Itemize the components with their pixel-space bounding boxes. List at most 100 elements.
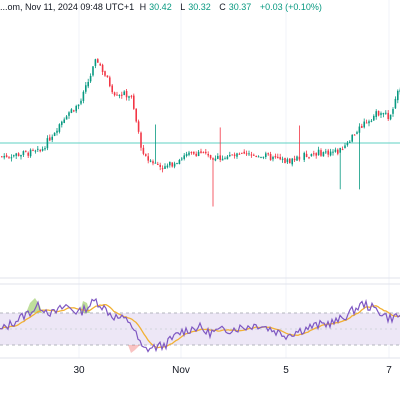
candle-147 xyxy=(356,130,358,135)
candle-36 xyxy=(87,78,89,89)
candle-body xyxy=(25,150,27,152)
candle-26 xyxy=(63,117,65,124)
candle-6 xyxy=(15,152,17,160)
candle-body xyxy=(149,160,152,162)
candle-body xyxy=(104,71,106,76)
candle-131 xyxy=(317,146,320,156)
candle-body xyxy=(159,164,161,167)
candle-12 xyxy=(29,148,32,158)
candle-body xyxy=(10,157,13,159)
candle-94 xyxy=(226,154,229,160)
candle-72 xyxy=(173,161,176,169)
candle-33 xyxy=(80,98,82,106)
candle-body xyxy=(325,151,327,153)
rsi-overbought-fill-1 xyxy=(26,298,42,313)
candle-body xyxy=(197,151,200,157)
candle-93 xyxy=(224,156,226,160)
candle-3 xyxy=(8,156,10,160)
candle-98 xyxy=(236,152,238,159)
candle-28 xyxy=(68,111,70,119)
candle-97 xyxy=(233,152,236,159)
candle-129 xyxy=(313,150,315,157)
candle-body xyxy=(351,134,353,142)
candle-body xyxy=(267,153,269,155)
candle-body xyxy=(305,153,308,157)
candle-body xyxy=(236,153,238,157)
candle-body xyxy=(209,155,212,159)
candle-body xyxy=(137,121,140,132)
candle-body xyxy=(49,137,51,141)
candle-body xyxy=(286,159,289,163)
candle-71 xyxy=(171,162,173,168)
candle-138 xyxy=(334,147,337,153)
rsi-line xyxy=(0,297,400,353)
candle-body xyxy=(154,162,157,164)
candle-body xyxy=(238,153,241,155)
candle-117 xyxy=(281,156,284,163)
candle-153 xyxy=(370,119,373,123)
candle-body xyxy=(118,94,121,96)
candle-body xyxy=(128,96,130,98)
candle-152 xyxy=(368,119,370,127)
candle-body xyxy=(130,95,133,97)
candle-body xyxy=(190,152,193,154)
candle-2 xyxy=(5,153,8,158)
candle-body xyxy=(106,75,109,78)
candle-body xyxy=(214,158,217,161)
candle-body xyxy=(317,149,320,156)
candle-162 xyxy=(392,107,394,117)
candle-body xyxy=(353,134,356,136)
candle-49 xyxy=(118,94,121,99)
candle-body xyxy=(296,156,298,161)
vertical-gridlines xyxy=(78,0,390,358)
candle-20 xyxy=(49,134,51,142)
candle-144 xyxy=(349,140,351,143)
candle-body xyxy=(133,95,135,109)
candle-106 xyxy=(255,155,257,158)
candle-body xyxy=(226,156,229,160)
candle-body xyxy=(281,158,284,160)
candle-body xyxy=(65,116,68,120)
candle-136 xyxy=(329,148,332,157)
candle-69 xyxy=(166,163,169,169)
candle-84 xyxy=(202,151,205,154)
candle-body xyxy=(377,110,380,116)
candle-body xyxy=(34,150,37,152)
candle-body xyxy=(337,149,339,154)
candle-body xyxy=(181,158,183,160)
candle-body xyxy=(349,141,351,143)
candle-body xyxy=(142,147,145,154)
candle-160 xyxy=(387,110,389,121)
candle-body xyxy=(22,151,25,156)
candle-body xyxy=(27,152,29,156)
candle-13 xyxy=(32,148,34,152)
candle-body xyxy=(166,165,169,168)
candle-143 xyxy=(346,141,349,147)
candle-body xyxy=(77,104,80,107)
candle-104 xyxy=(250,151,253,158)
candle-43 xyxy=(104,70,106,77)
candle-body xyxy=(200,151,202,154)
candle-45 xyxy=(109,75,111,88)
candle-body xyxy=(243,151,245,154)
candle-118 xyxy=(284,157,286,164)
candle-body xyxy=(116,94,118,96)
candle-body xyxy=(397,90,399,101)
candle-body xyxy=(185,153,188,157)
candle-83 xyxy=(200,148,202,154)
candle-32 xyxy=(77,104,80,110)
x-tick-label-5: 5 xyxy=(283,365,289,376)
candle-body xyxy=(310,154,313,157)
candle-body xyxy=(68,112,70,116)
candle-body xyxy=(75,105,77,112)
candle-body xyxy=(140,132,142,148)
candle-body xyxy=(229,154,231,157)
candle-14 xyxy=(34,149,37,154)
candle-body xyxy=(260,157,262,159)
candle-body xyxy=(219,155,221,160)
candle-body xyxy=(92,66,94,76)
candle-body xyxy=(241,152,243,154)
candle-47 xyxy=(113,91,116,97)
candle-body xyxy=(157,163,159,165)
